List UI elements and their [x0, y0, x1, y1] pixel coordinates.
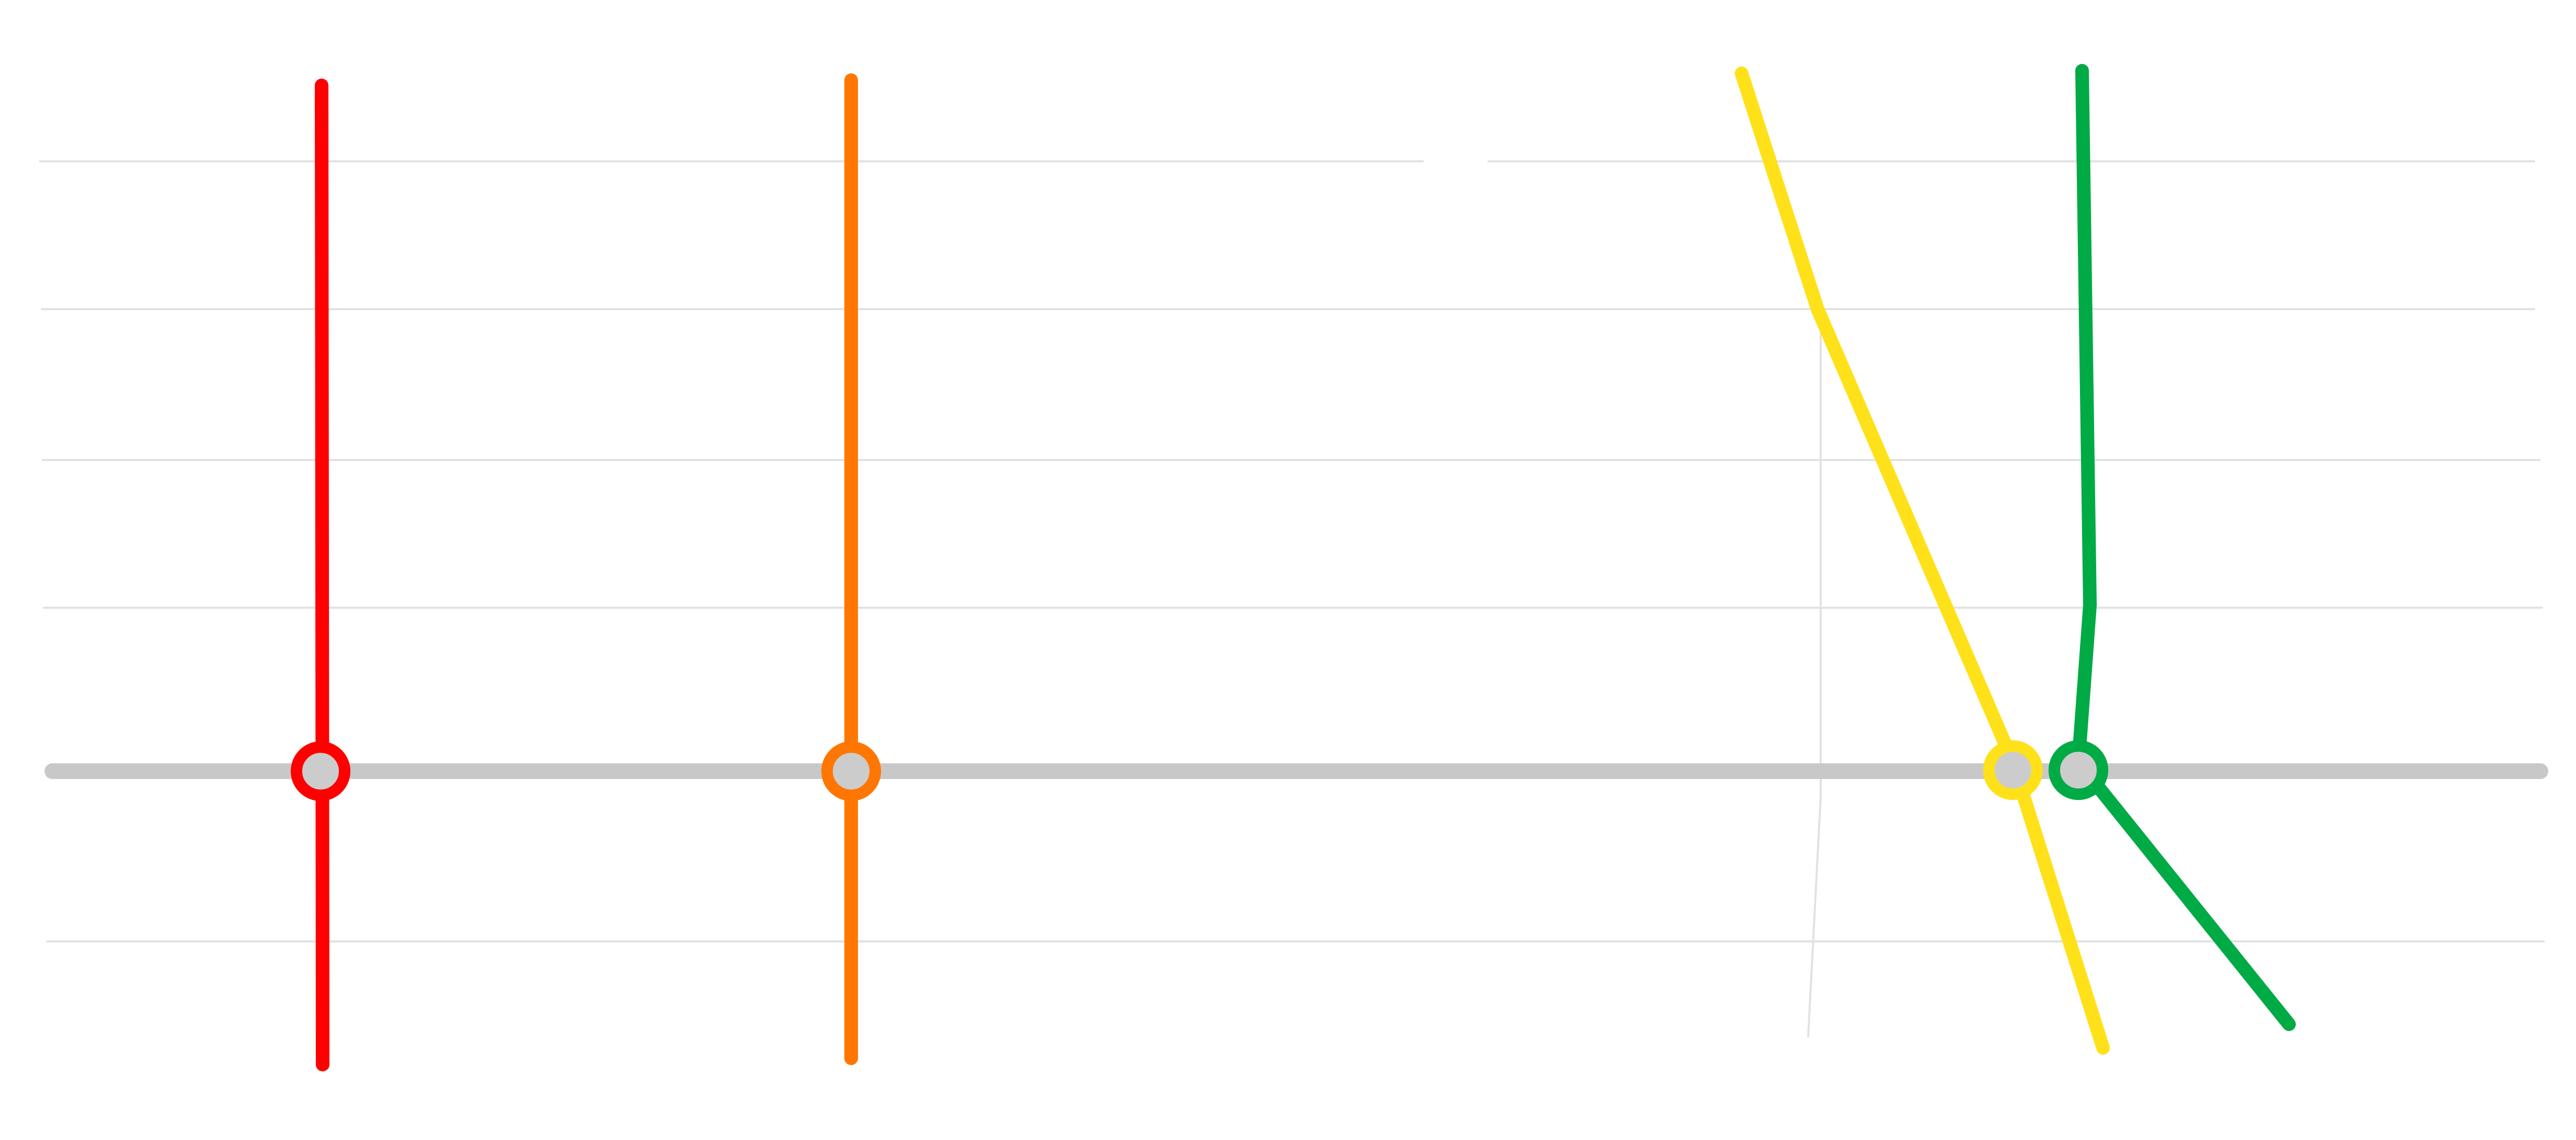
stations — [291, 740, 2108, 801]
station-yellow — [1983, 740, 2043, 800]
route-red — [315, 79, 329, 1071]
grid — [39, 160, 2545, 1038]
route-green — [2072, 64, 2296, 1031]
gridline-vertical — [1807, 320, 1822, 1038]
station-orange — [821, 741, 881, 801]
station-red — [291, 741, 350, 801]
route-yellow — [1735, 67, 2110, 1055]
station-green — [2049, 740, 2108, 800]
routes — [315, 64, 2296, 1071]
